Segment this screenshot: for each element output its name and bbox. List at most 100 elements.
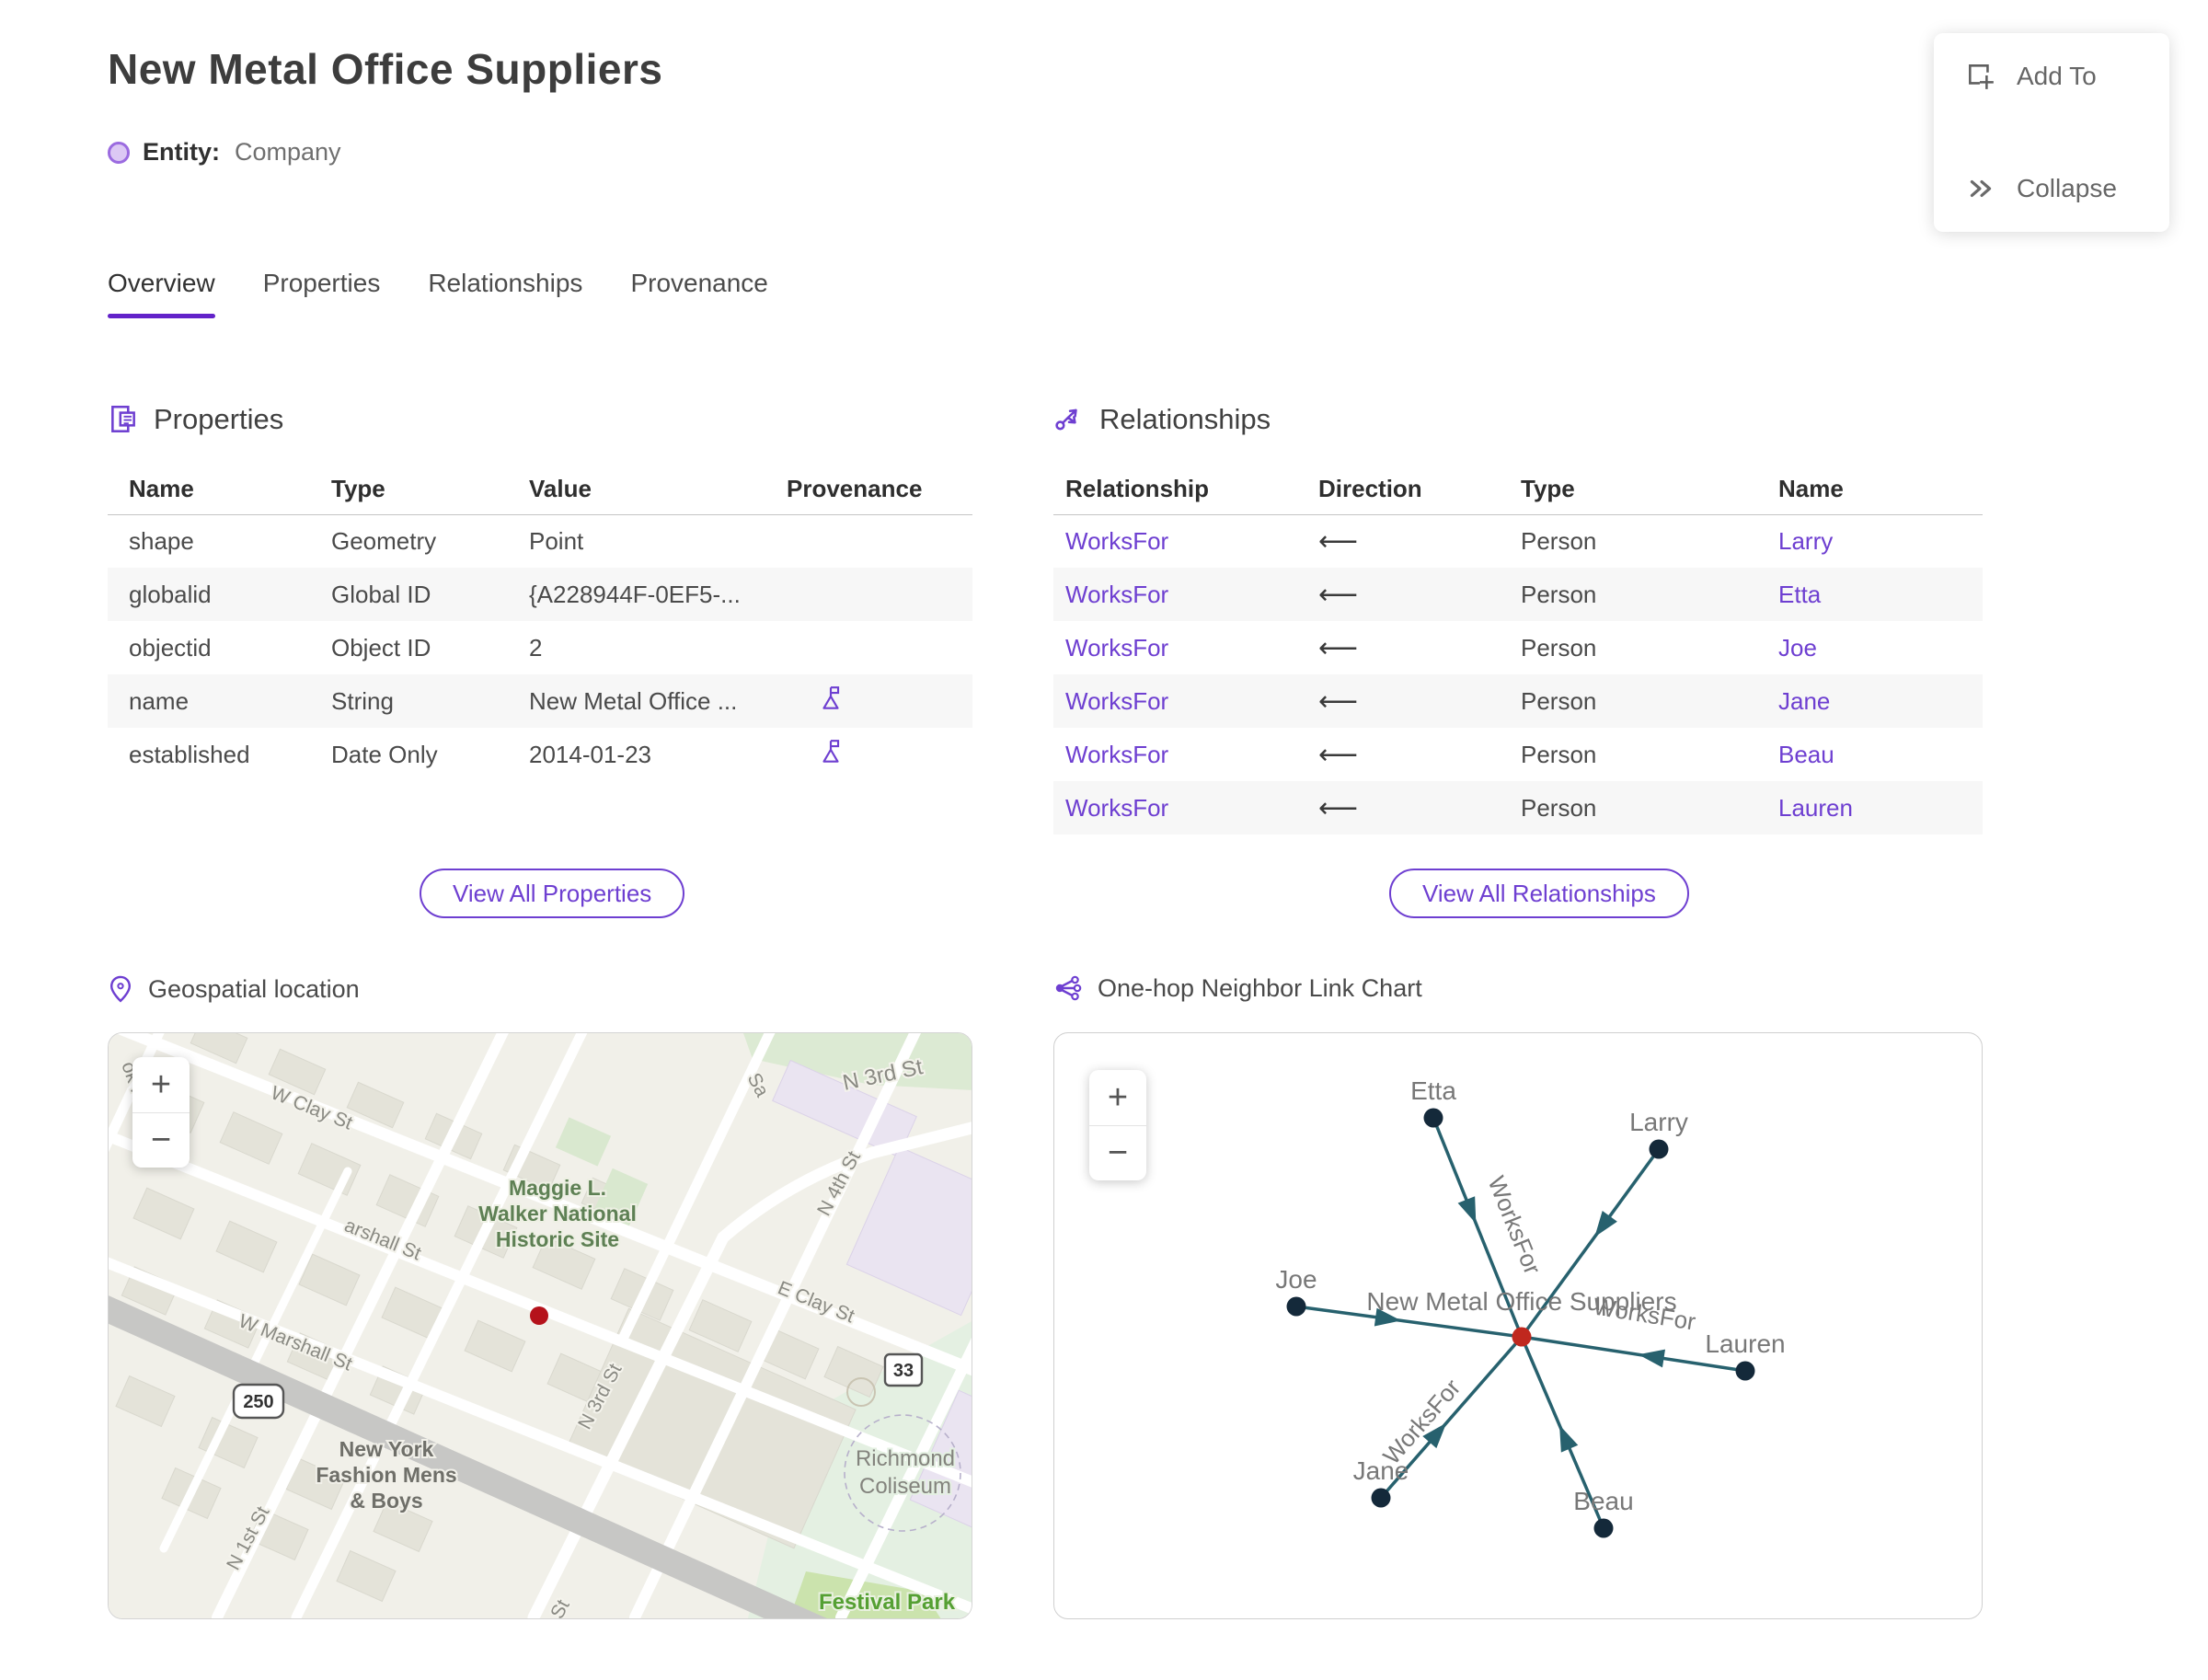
related-entity-link[interactable]: Etta (1778, 580, 1822, 608)
collapse-button[interactable]: Collapse (1965, 173, 2138, 204)
map-zoom-control: + − (132, 1057, 190, 1168)
map-zoom-in-button[interactable]: + (150, 1064, 172, 1104)
chart-zoom-in-button[interactable]: + (1107, 1077, 1129, 1117)
tab-overview[interactable]: Overview (108, 269, 215, 318)
properties-section-title: Properties (154, 403, 284, 435)
svg-text:Coliseum: Coliseum (859, 1474, 951, 1499)
prop-type: Date Only (331, 740, 438, 768)
graph-edge-arrow (1638, 1349, 1665, 1368)
entity-label: Entity: (143, 138, 220, 166)
graph-node-label: Jane (1353, 1456, 1409, 1485)
actions-card: Add To Collapse (1934, 33, 2169, 232)
prop-name: objectid (129, 633, 212, 662)
table-row: WorksFor ⟵ Person Beau (1053, 728, 1983, 781)
related-entity-link[interactable]: Jane (1778, 686, 1831, 715)
svg-text:New York: New York (339, 1437, 434, 1461)
map-green-area (743, 1033, 972, 1090)
relationship-link[interactable]: WorksFor (1065, 633, 1169, 662)
graph-node[interactable] (1649, 1139, 1669, 1159)
direction-arrow: ⟵ (1318, 631, 1359, 664)
table-row: WorksFor ⟵ Person Jane (1053, 674, 1983, 728)
graph-node[interactable] (1423, 1108, 1443, 1128)
prop-value: 2014-01-23 (529, 740, 651, 768)
tab-relationships[interactable]: Relationships (428, 269, 583, 297)
view-all-relationships-button[interactable]: View All Relationships (1389, 869, 1689, 918)
tab-bar: Overview Properties Relationships Proven… (108, 269, 768, 318)
relationship-link[interactable]: WorksFor (1065, 526, 1169, 555)
tab-properties[interactable]: Properties (262, 269, 381, 297)
map-lavender-buildings (772, 1059, 972, 1542)
graph-edge-arrow (1457, 1196, 1477, 1224)
relationships-section-header: Relationships (1053, 403, 1271, 436)
tab-provenance[interactable]: Provenance (630, 269, 768, 297)
properties-section-header: Properties (108, 403, 283, 436)
graph-edge-label: WorksFor (1377, 1374, 1466, 1470)
entity-type-dot-icon (108, 141, 130, 164)
chart-zoom-out-button[interactable]: − (1089, 1125, 1146, 1180)
related-entity-link[interactable]: Larry (1778, 526, 1834, 555)
relationship-link[interactable]: WorksFor (1065, 740, 1169, 768)
add-to-icon (1969, 64, 1994, 89)
graph-node[interactable] (1593, 1518, 1614, 1538)
related-entity-link[interactable]: Lauren (1778, 793, 1853, 822)
graph-node-label: Lauren (1705, 1329, 1785, 1358)
svg-text:Fashion Mens: Fashion Mens (316, 1463, 456, 1487)
geospatial-section-header: Geospatial location (108, 973, 360, 1005)
relationship-link[interactable]: WorksFor (1065, 580, 1169, 608)
table-row: WorksFor ⟵ Person Joe (1053, 621, 1983, 674)
svg-text:Festival Park: Festival Park (819, 1590, 956, 1615)
col-value: Value (508, 465, 765, 515)
map-pin-icon (109, 975, 132, 1003)
link-chart-section-title: One-hop Neighbor Link Chart (1098, 973, 1422, 1002)
prop-name: established (129, 740, 250, 768)
table-row: established Date Only 2014-01-23 (108, 728, 972, 781)
table-row: WorksFor ⟵ Person Larry (1053, 514, 1983, 568)
provenance-flag-icon[interactable] (817, 737, 845, 766)
entity-type-value: Company (235, 138, 341, 166)
table-row: globalid Global ID {A228944F-0EF5-... (108, 568, 972, 621)
map-zoom-out-button[interactable]: − (132, 1112, 190, 1168)
provenance-flag-icon[interactable] (817, 684, 845, 713)
geospatial-map[interactable]: W Clay St ok Rd Sa arshall St W Marshall… (108, 1032, 972, 1619)
table-row: WorksFor ⟵ Person Etta (1053, 568, 1983, 621)
add-to-button[interactable]: Add To (1965, 61, 2138, 92)
graph-node[interactable] (1371, 1488, 1391, 1508)
relationship-link[interactable]: WorksFor (1065, 686, 1169, 715)
prop-name: shape (129, 526, 194, 555)
view-all-properties-button[interactable]: View All Properties (420, 869, 685, 918)
graph-node[interactable] (1286, 1296, 1306, 1317)
graph-center-node[interactable] (1512, 1327, 1532, 1347)
col-type: Type (310, 465, 508, 515)
chart-zoom-control: + − (1089, 1070, 1146, 1180)
map-green-patch (592, 1168, 649, 1230)
related-entity-link[interactable]: Joe (1778, 633, 1817, 662)
prop-value: Point (529, 526, 584, 555)
svg-text:Maggie L.: Maggie L. (509, 1176, 606, 1200)
svg-text:Richmond: Richmond (856, 1446, 955, 1471)
col-name: Name (108, 465, 310, 515)
graph-node-label: Beau (1573, 1487, 1633, 1515)
graph-node[interactable] (1735, 1361, 1755, 1381)
graph-edge-arrow (1559, 1424, 1579, 1453)
map-canvas[interactable]: W Clay St ok Rd Sa arshall St W Marshall… (109, 1033, 972, 1619)
table-row: shape Geometry Point (108, 514, 972, 568)
relationship-link[interactable]: WorksFor (1065, 793, 1169, 822)
prop-value: New Metal Office ... (529, 686, 738, 715)
related-type: Person (1521, 740, 1597, 768)
graph-node-label: New Metal Office Suppliers (1366, 1287, 1676, 1316)
related-entity-link[interactable]: Beau (1778, 740, 1834, 768)
col-direction: Direction (1306, 465, 1509, 515)
svg-text:33: 33 (893, 1361, 914, 1381)
one-hop-link-chart[interactable]: WorksFor WorksFor WorksFor New Metal Office… (1053, 1032, 1983, 1619)
related-type: Person (1521, 793, 1597, 822)
relationships-header-row: Relationship Direction Type Name (1053, 465, 1983, 515)
prop-value: 2 (529, 633, 543, 662)
map-highway-250 (109, 1295, 827, 1618)
graph-edge-arrow (1594, 1210, 1617, 1237)
map-pond-circle (846, 1377, 876, 1407)
prop-type: String (331, 686, 394, 715)
related-type: Person (1521, 686, 1597, 715)
entity-location-marker[interactable] (530, 1306, 548, 1325)
col-type: Type (1509, 465, 1766, 515)
